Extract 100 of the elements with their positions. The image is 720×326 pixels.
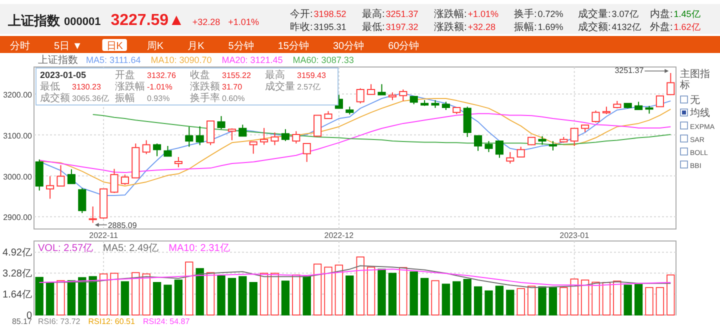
text: 1.62亿 bbox=[674, 22, 700, 32]
bar bbox=[666, 274, 675, 316]
x-tick-label: 2023-01 bbox=[560, 231, 590, 240]
text: MA60: 3087.33 bbox=[292, 55, 354, 65]
text: MA20: 3121.45 bbox=[222, 55, 283, 65]
text: 85.17 bbox=[12, 317, 33, 326]
text: 换手: bbox=[514, 8, 537, 20]
bar bbox=[324, 266, 332, 316]
text: 0.72% bbox=[538, 9, 564, 19]
text: 4132亿 bbox=[612, 22, 641, 32]
text: 成交额: bbox=[578, 21, 611, 33]
text: 内盘: bbox=[650, 8, 673, 20]
bar bbox=[506, 290, 514, 316]
annotation: 最低 bbox=[40, 82, 60, 92]
bar bbox=[656, 287, 664, 316]
text: 15分钟 bbox=[278, 40, 309, 52]
y-tick-label: 3000.00 bbox=[3, 172, 33, 182]
annotation: 31.70 bbox=[222, 82, 243, 92]
y-tick-label: 2900.00 bbox=[3, 213, 33, 222]
y-tick-label: 4.92亿 bbox=[2, 248, 32, 259]
text: 3195.31 bbox=[314, 22, 346, 32]
bar bbox=[260, 272, 268, 316]
bar bbox=[431, 280, 440, 316]
text: 均线 bbox=[689, 107, 710, 119]
text: 主图指标 bbox=[680, 69, 711, 91]
text: 最低: bbox=[362, 22, 385, 33]
annotation: 换手率 bbox=[190, 92, 220, 104]
bar bbox=[624, 284, 632, 316]
text: 昨收: bbox=[290, 21, 313, 33]
bar bbox=[602, 282, 611, 316]
text: 外盘: bbox=[650, 21, 673, 33]
text: RSI12: 60.51 bbox=[88, 317, 136, 326]
annotation: 0.60% bbox=[222, 94, 245, 103]
bar bbox=[442, 284, 450, 316]
bar bbox=[56, 280, 65, 316]
text: +32.28 bbox=[192, 17, 220, 27]
bar bbox=[206, 272, 215, 316]
y-tick-label: 1.64亿 bbox=[2, 290, 32, 301]
text: 无 bbox=[690, 95, 700, 106]
y-tick-label: 3.28亿 bbox=[2, 268, 32, 280]
bar bbox=[174, 280, 183, 316]
text: MA5: 3111.64 bbox=[86, 55, 141, 65]
text: +1.01% bbox=[468, 9, 499, 19]
bar bbox=[420, 278, 429, 316]
bar bbox=[196, 268, 204, 316]
bar bbox=[645, 287, 654, 316]
bar bbox=[592, 282, 600, 316]
annotation: 2023-01-05 bbox=[40, 70, 86, 80]
bar bbox=[281, 280, 290, 316]
annotation: -1.01% bbox=[147, 82, 172, 92]
bar bbox=[302, 276, 311, 316]
bar bbox=[378, 268, 386, 316]
text: 3251.37 bbox=[386, 9, 418, 19]
bar bbox=[356, 256, 364, 316]
text: MA5: 2.49亿 bbox=[103, 243, 159, 254]
bar bbox=[313, 264, 322, 316]
bar bbox=[495, 286, 504, 316]
text: 最高: bbox=[362, 8, 385, 20]
x-tick-label: 2022-11 bbox=[89, 231, 118, 240]
bar bbox=[538, 286, 546, 316]
text: 3197.32 bbox=[386, 22, 418, 32]
bar bbox=[634, 284, 643, 316]
text: 成交量: bbox=[578, 8, 611, 20]
y-tick-label: 3100.00 bbox=[3, 131, 33, 140]
text: 60分钟 bbox=[388, 40, 420, 52]
text: 1.45亿 bbox=[674, 9, 700, 19]
text: 涨跌幅: bbox=[434, 8, 467, 20]
text: 3227.59▲ bbox=[110, 12, 184, 29]
bar bbox=[527, 286, 536, 316]
annotation: 3155.22 bbox=[222, 71, 252, 80]
bar bbox=[580, 280, 590, 316]
text: 分时 bbox=[10, 40, 30, 52]
bar bbox=[346, 276, 354, 316]
bar bbox=[270, 272, 279, 316]
annotation: 最高 bbox=[265, 69, 285, 81]
bar bbox=[548, 287, 558, 316]
text: 3.07亿 bbox=[612, 9, 638, 19]
text: MA10: 2.31亿 bbox=[168, 243, 230, 254]
annotation: 开盘 bbox=[115, 69, 135, 81]
bar bbox=[185, 262, 194, 316]
bar bbox=[152, 282, 162, 316]
text: 000001 bbox=[64, 16, 101, 28]
text: 周K bbox=[146, 41, 164, 52]
bar bbox=[366, 266, 376, 316]
text: 今开: bbox=[290, 8, 313, 20]
bar bbox=[388, 272, 397, 316]
y-tick-label: 3200.00 bbox=[3, 90, 33, 100]
text: 1.69% bbox=[538, 22, 564, 32]
annotation: 3159.43 bbox=[297, 71, 326, 80]
text: 涨跌额: bbox=[434, 21, 467, 33]
x-tick-label: 2022-12 bbox=[324, 231, 354, 240]
bar bbox=[452, 281, 461, 316]
bar bbox=[99, 273, 108, 316]
annotation: 3251.37 bbox=[614, 66, 644, 75]
text: +32.28 bbox=[468, 22, 496, 32]
bar bbox=[474, 286, 482, 316]
bar bbox=[132, 272, 140, 316]
bar bbox=[249, 282, 258, 316]
annotation: 涨跌幅 bbox=[115, 80, 145, 92]
bar bbox=[217, 276, 226, 316]
